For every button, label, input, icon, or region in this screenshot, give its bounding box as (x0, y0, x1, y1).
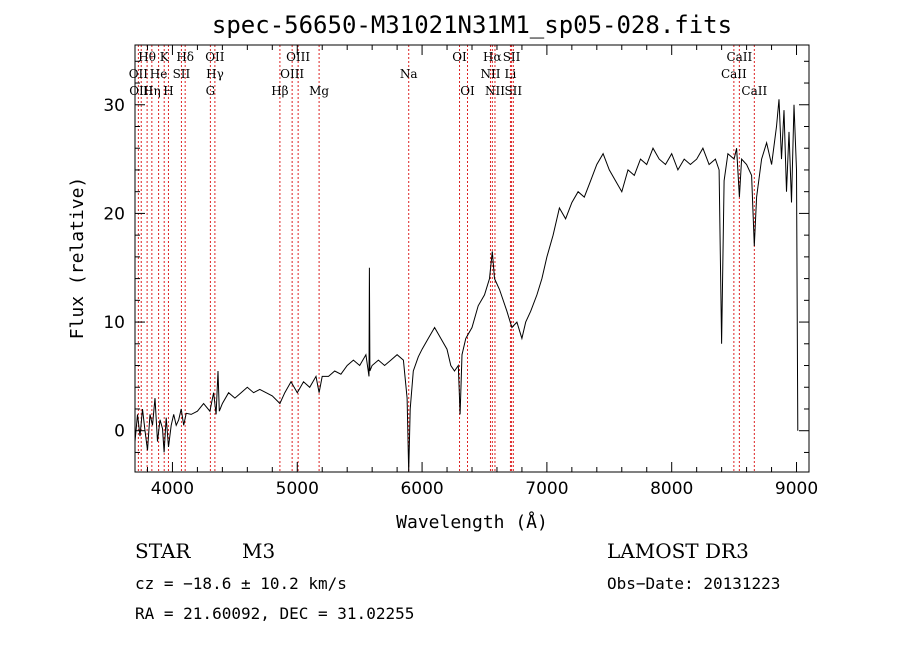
line-label: Hη (143, 84, 161, 98)
spectral-subclass: M3 (242, 539, 275, 563)
line-label: CaII (721, 67, 747, 81)
reference-lines (137, 45, 755, 472)
x-axis: 4000 5000 6000 7000 8000 9000 (146, 45, 818, 499)
coordinates: RA = 21.60092, DEC = 31.02255 (135, 604, 414, 623)
x-tick-label: 6000 (400, 479, 443, 499)
line-label: NII (480, 67, 500, 81)
line-label: OIII (286, 50, 310, 64)
line-label: OI (452, 50, 467, 64)
line-label: OIII (129, 84, 153, 98)
line-label: OII (205, 50, 225, 64)
line-label: OI (460, 84, 475, 98)
line-label: SII (173, 67, 191, 81)
line-label: CaII (726, 50, 752, 64)
y-axis-label: Flux (relative) (67, 177, 88, 340)
survey-name: LAMOST DR3 (607, 539, 749, 563)
obs-date: Obs−Date: 20131223 (607, 574, 780, 593)
line-label: Hθ (138, 50, 156, 64)
y-tick-label: 10 (103, 313, 125, 333)
line-label: G (206, 84, 216, 98)
x-axis-label: Wavelength (Å) (396, 511, 548, 533)
line-label: Li (505, 67, 517, 81)
x-tick-label: 8000 (650, 479, 693, 499)
x-tick-label: 7000 (525, 479, 568, 499)
y-axis: 0 10 20 30 (103, 60, 809, 453)
line-label: Hα (483, 50, 502, 64)
line-label: Hδ (176, 50, 194, 64)
line-label: Mg (309, 84, 329, 98)
x-tick-label: 9000 (775, 479, 818, 499)
line-label: Hγ (206, 67, 224, 81)
line-label: SII (503, 50, 521, 64)
line-label: CaII (741, 84, 767, 98)
line-label: H (163, 84, 173, 98)
x-tick-label: 5000 (276, 479, 319, 499)
spectrum-line (134, 99, 799, 473)
line-label: Hβ (271, 84, 288, 98)
line-label: Na (400, 67, 418, 81)
line-label: SII (504, 84, 522, 98)
x-tick-label: 4000 (151, 479, 194, 499)
redshift-info: cz = −18.6 ± 10.2 km/s (135, 574, 347, 593)
line-label: OIII (280, 67, 304, 81)
y-tick-label: 20 (103, 204, 125, 224)
line-label: OII (129, 67, 149, 81)
line-label: K (160, 50, 170, 64)
y-tick-label: 0 (114, 422, 125, 442)
chart-title: spec-56650-M31021N31M1_sp05-028.fits (212, 11, 732, 39)
object-class: STAR (135, 539, 191, 563)
y-tick-label: 30 (103, 96, 125, 116)
plot-frame (134, 44, 810, 473)
line-label: NII (485, 84, 505, 98)
line-label: He (150, 67, 168, 81)
